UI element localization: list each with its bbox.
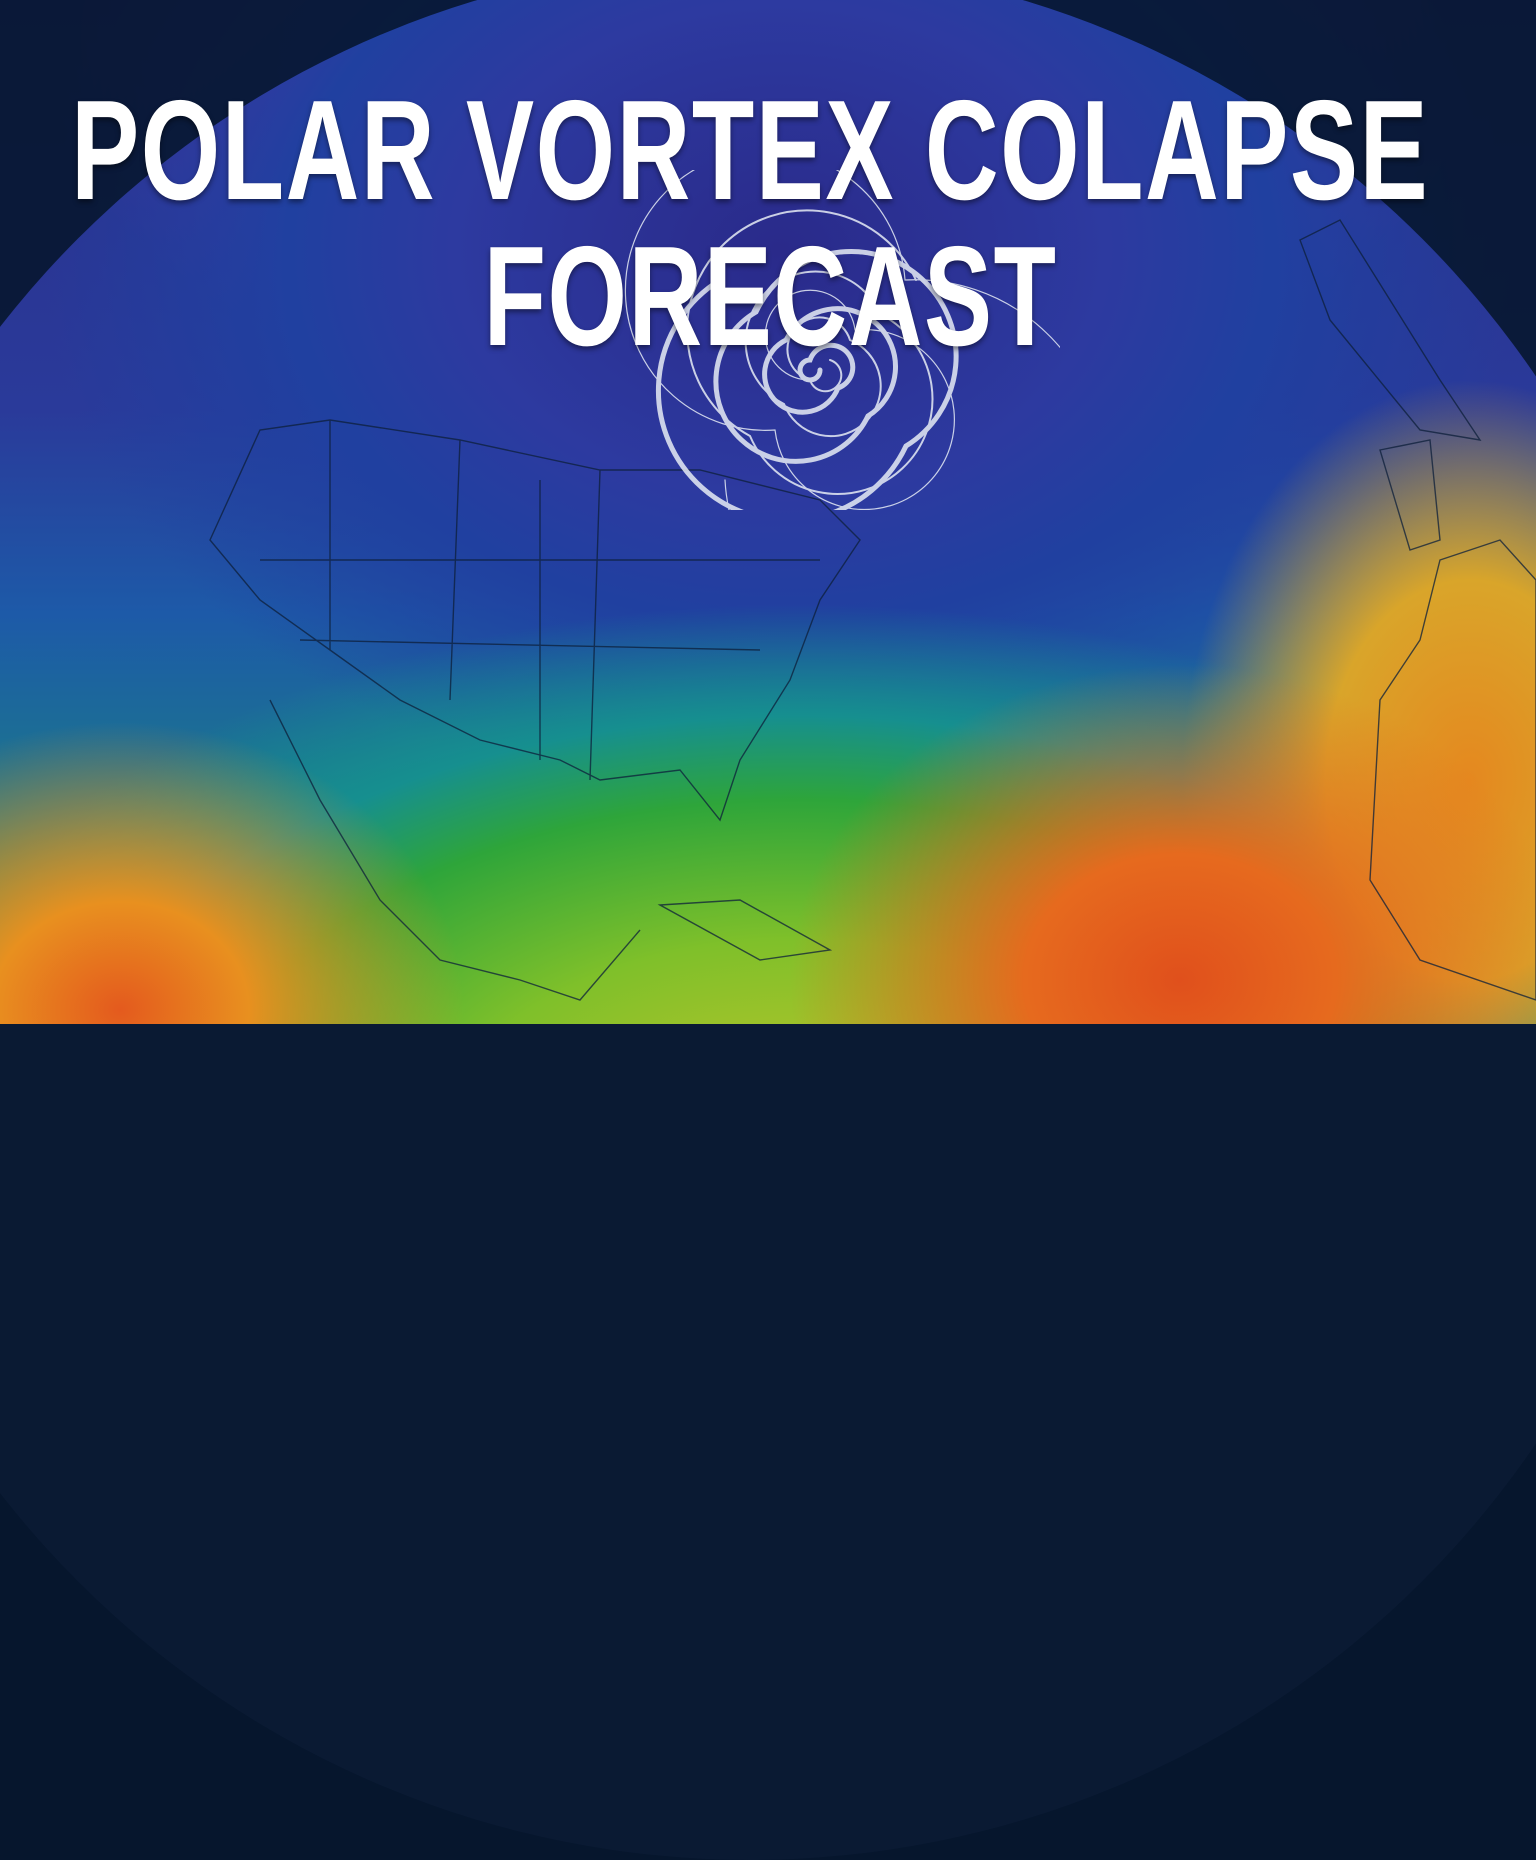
headline-line-2: FORECAST bbox=[483, 217, 1057, 376]
headline-row-2: FORECAST bbox=[20, 226, 1520, 368]
coastline-outlines bbox=[0, 0, 1536, 1024]
headline-row-1: POLAR VORTEX COLAPSE bbox=[0, 80, 1500, 222]
headline-line-1: POLAR VORTEX COLAPSE bbox=[70, 71, 1430, 230]
temperature-map bbox=[0, 0, 1536, 1024]
vortex-swirl-icon bbox=[624, 170, 1060, 510]
